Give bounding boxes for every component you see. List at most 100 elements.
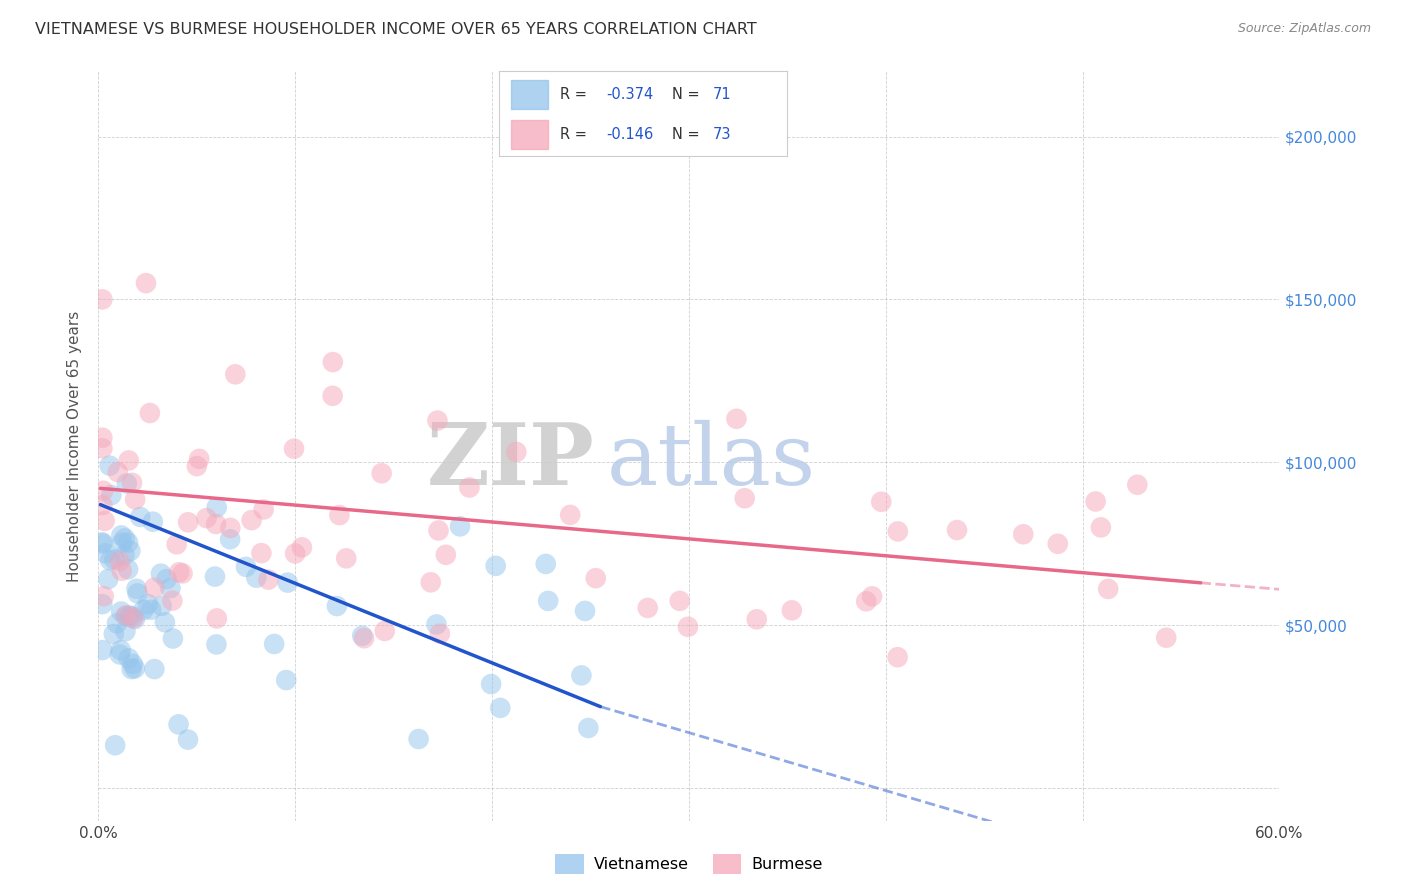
Point <box>97 572 120 586</box>
Point <box>142 515 165 529</box>
Point <box>374 624 396 638</box>
Point <box>449 519 471 533</box>
Point <box>426 413 449 427</box>
Point <box>103 552 125 566</box>
Point <box>167 717 190 731</box>
Point <box>98 458 121 473</box>
Point <box>91 535 114 549</box>
Point <box>250 546 273 560</box>
Point <box>479 677 502 691</box>
Point <box>291 541 314 555</box>
Point <box>121 475 143 490</box>
Point <box>122 611 145 625</box>
Point <box>124 492 146 507</box>
Point <box>224 368 246 382</box>
Point <box>322 389 344 403</box>
Point <box>284 546 307 560</box>
Point <box>177 516 200 530</box>
Point <box>114 532 136 546</box>
Text: -0.374: -0.374 <box>606 87 652 102</box>
Point <box>118 453 141 467</box>
Point <box>120 544 142 558</box>
Point <box>328 508 350 522</box>
Point <box>110 528 132 542</box>
Point <box>425 617 447 632</box>
Point <box>111 535 134 549</box>
Point <box>560 508 582 522</box>
Point <box>156 572 179 586</box>
Point <box>219 533 242 547</box>
Point <box>132 603 155 617</box>
Point <box>91 442 114 456</box>
Point <box>326 599 349 613</box>
Point <box>585 571 607 585</box>
Point <box>167 566 190 580</box>
Point <box>143 581 166 595</box>
Point <box>100 488 122 502</box>
Text: -0.146: -0.146 <box>606 127 652 142</box>
Point <box>177 732 200 747</box>
Point <box>1012 527 1035 541</box>
Text: N =: N = <box>672 87 704 102</box>
Text: atlas: atlas <box>606 419 815 502</box>
Point <box>576 721 599 735</box>
Point <box>408 731 430 746</box>
Point <box>129 510 152 524</box>
Point <box>91 293 114 307</box>
Point <box>98 553 121 567</box>
Point <box>115 476 138 491</box>
Text: 73: 73 <box>713 127 731 142</box>
Point <box>419 575 441 590</box>
Point <box>143 662 166 676</box>
Point <box>125 582 148 596</box>
Point <box>150 599 173 613</box>
Point <box>110 605 132 619</box>
Point <box>780 603 803 617</box>
Point <box>537 594 560 608</box>
Point <box>235 559 257 574</box>
Point <box>91 483 114 498</box>
Text: ZIP: ZIP <box>426 419 595 503</box>
Point <box>121 657 143 671</box>
Point <box>186 459 208 474</box>
Point <box>111 564 134 578</box>
Point <box>104 738 127 752</box>
Point <box>886 650 908 665</box>
Point <box>205 637 228 651</box>
Point <box>166 537 188 551</box>
Point <box>257 573 280 587</box>
Point <box>115 608 138 623</box>
Point <box>103 627 125 641</box>
Point <box>335 551 357 566</box>
Point <box>105 616 128 631</box>
Point <box>458 481 481 495</box>
Point <box>887 524 910 539</box>
Point <box>121 662 143 676</box>
Point <box>91 597 114 611</box>
Point <box>118 608 141 623</box>
Point <box>429 626 451 640</box>
Point <box>1046 537 1069 551</box>
Point <box>668 594 690 608</box>
Point <box>205 516 228 531</box>
Point <box>427 524 450 538</box>
Y-axis label: Householder Income Over 65 years: Householder Income Over 65 years <box>67 310 83 582</box>
Point <box>114 624 136 639</box>
Point <box>205 611 228 625</box>
Point <box>505 445 527 459</box>
Text: VIETNAMESE VS BURMESE HOUSEHOLDER INCOME OVER 65 YEARS CORRELATION CHART: VIETNAMESE VS BURMESE HOUSEHOLDER INCOME… <box>35 22 756 37</box>
Point <box>139 406 162 420</box>
Point <box>725 411 748 425</box>
Point <box>322 355 344 369</box>
Point <box>153 615 176 630</box>
Point <box>370 467 392 481</box>
Point <box>1090 520 1112 534</box>
Point <box>124 612 146 626</box>
Point <box>139 603 162 617</box>
Point <box>1097 582 1119 596</box>
Point <box>172 566 194 581</box>
Point <box>94 546 117 560</box>
Point <box>219 521 242 535</box>
Point <box>204 569 226 583</box>
Point <box>571 668 593 682</box>
